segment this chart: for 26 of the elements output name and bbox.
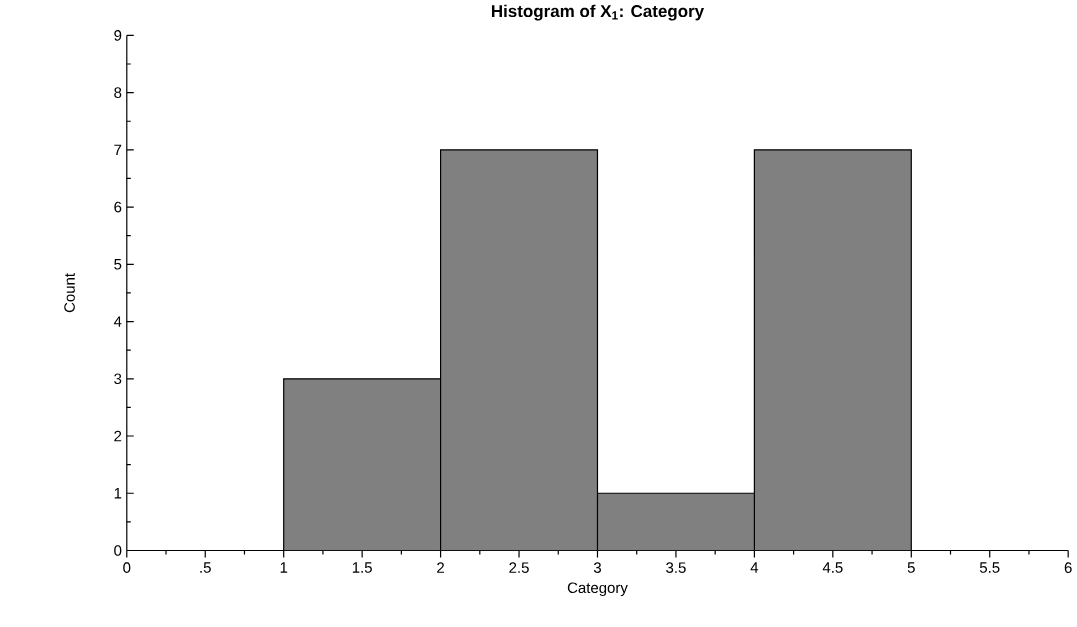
x-tick-label: 4.5: [822, 562, 843, 573]
x-tick-label: 6: [1064, 562, 1072, 573]
x-tick-label: 5: [907, 562, 915, 573]
y-tick-label: 2: [114, 430, 122, 442]
y-tick-label: 4: [113, 316, 122, 327]
y-tick-label: 9: [114, 29, 122, 41]
y-tick-label: 3: [114, 373, 122, 384]
y-tick-label: 6: [114, 201, 122, 213]
y-tick-label: 7: [114, 144, 122, 155]
x-tick-label: 1: [280, 562, 288, 573]
y-tick-label: 5: [114, 258, 122, 270]
chart-title: Histogram of X$_{1}$: Category: [491, 4, 705, 21]
y-tick-label: 1: [114, 487, 122, 499]
x-tick-label: 1.5: [352, 562, 372, 573]
x-tick-label: 3: [593, 562, 601, 573]
x-axis-title: Category: [567, 582, 628, 596]
x-tick-label: 0: [123, 562, 131, 573]
x-tick-label: 4: [750, 562, 759, 573]
x-tick-label: 3.5: [666, 562, 686, 573]
y-tick-label: 8: [114, 87, 122, 98]
x-tick-label: 2: [437, 562, 444, 573]
x-tick-label: .5: [200, 562, 211, 573]
x-tick-label: 5.5: [979, 562, 1000, 573]
y-tick-label: 0: [114, 545, 122, 556]
x-tick-label: 2.5: [509, 562, 529, 573]
y-axis-title: Count: [64, 272, 75, 312]
